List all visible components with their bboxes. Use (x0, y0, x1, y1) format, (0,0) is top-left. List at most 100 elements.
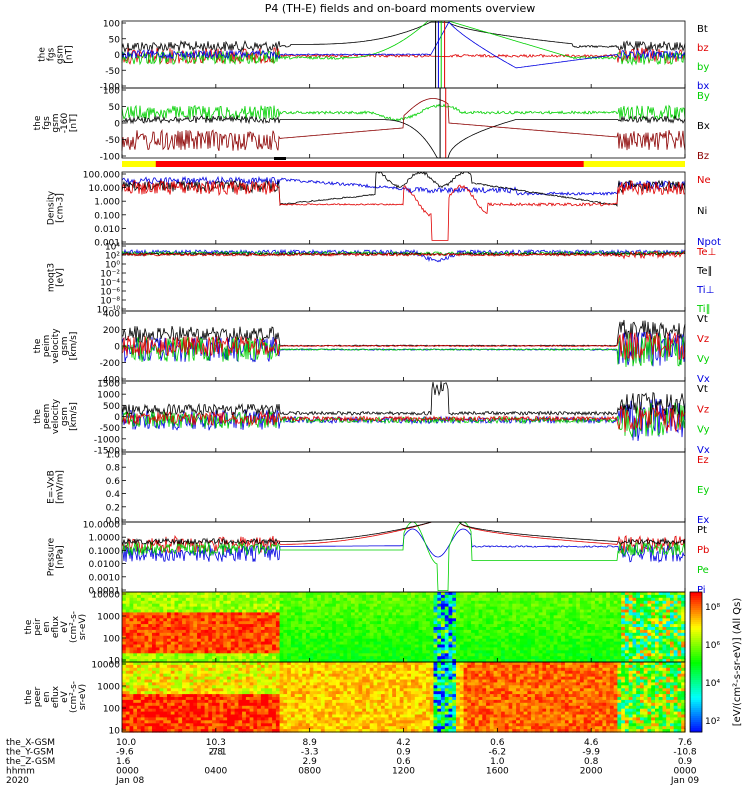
spectrogram-cell (272, 597, 277, 602)
spectrogram-cell (335, 644, 341, 648)
spectrogram-cell (219, 653, 224, 657)
spectrogram-cell (624, 659, 630, 663)
spectrogram-cell (411, 612, 416, 616)
spectrogram-cell (152, 664, 157, 669)
spectrogram-cell (426, 600, 431, 605)
spectrogram-cell (170, 714, 176, 718)
spectrogram-cell (392, 597, 397, 602)
spectrogram-cell (662, 638, 667, 643)
spectrogram-cell (583, 641, 589, 646)
spectrogram-cell (178, 659, 183, 663)
spectrogram-cell (309, 638, 315, 643)
spectrogram-cell (129, 638, 134, 643)
spectrogram-cell (557, 603, 562, 608)
spectrogram-cell (662, 659, 667, 663)
spectrogram-cell (549, 600, 555, 605)
spectrogram-cell (651, 612, 656, 616)
spectrogram-cell (456, 612, 461, 616)
spectrogram-cell (185, 662, 191, 666)
spectrogram-cell (433, 632, 438, 637)
spectrogram-cell (290, 606, 296, 611)
spectrogram-cell (197, 673, 202, 678)
spectrogram-cell (279, 729, 284, 733)
spectrogram-cell (324, 702, 330, 707)
spectrogram-cell (287, 679, 292, 683)
spectrogram-cell (399, 644, 405, 648)
spectrogram-cell (234, 621, 239, 625)
spectrogram-cell (249, 624, 254, 628)
spectrogram-cell (212, 612, 217, 616)
spectrogram-cell (351, 632, 356, 637)
spectrogram-cell (204, 702, 209, 707)
spectrogram-cell (170, 688, 176, 692)
spectrogram-cell (170, 679, 176, 683)
spectrogram-cell (223, 606, 228, 611)
spectrogram-cell (174, 717, 179, 721)
spectrogram-cell (144, 638, 149, 643)
spectrogram-cell (343, 659, 348, 663)
spectrogram-cell (268, 603, 273, 608)
spectrogram-cell (208, 624, 213, 628)
spectrogram-cell (208, 699, 213, 704)
spectrogram-cell (242, 612, 247, 616)
spectrogram-cell (621, 603, 626, 608)
spectrogram-cell (129, 659, 134, 663)
spectrogram-cell (167, 662, 172, 666)
spectrogram-cell (193, 711, 198, 716)
spectrogram-cell (227, 688, 232, 692)
spectrogram-cell (591, 627, 596, 631)
spectrogram-cell (320, 592, 326, 596)
spectrogram-cell (677, 647, 682, 651)
spectrogram-cell (546, 618, 551, 622)
spectrogram-cell (658, 656, 664, 660)
spectrogram-cell (670, 659, 675, 663)
spectrogram-cell (602, 597, 607, 602)
spectrogram-cell (564, 609, 570, 613)
spectrogram-cell (260, 711, 266, 716)
spectrogram-cell (317, 603, 322, 608)
spectrogram-cell (388, 624, 393, 628)
spectrogram-cell (204, 615, 209, 619)
spectrogram-cell (193, 624, 198, 628)
spectrogram-cell (305, 720, 311, 724)
spectrogram-cell (174, 720, 179, 724)
spectrogram-cell (422, 635, 427, 640)
spectrogram-cell (583, 644, 589, 648)
spectrogram-cell (302, 609, 307, 613)
spectrogram-cell (324, 688, 330, 692)
spectrogram-cell (212, 641, 217, 646)
spectrogram-cell (557, 615, 562, 619)
spectrogram-cell (609, 635, 615, 640)
spectrogram-cell (474, 609, 480, 613)
spectrogram-cell (178, 708, 183, 713)
spectrogram-cell (260, 635, 266, 640)
spectrogram-cell (264, 729, 269, 733)
spectrogram-cell (227, 627, 232, 631)
spectrogram-cell (523, 609, 528, 613)
spectrogram-cell (501, 653, 506, 657)
spectrogram-cell (200, 603, 206, 608)
spectrogram-cell (328, 720, 333, 724)
spectrogram-cell (174, 726, 179, 730)
spectrogram-cell (459, 650, 465, 654)
spectrogram-cell (215, 664, 221, 669)
spectrogram-cell (163, 635, 168, 640)
spectrogram-cell (673, 659, 679, 663)
spectrogram-cell (167, 673, 172, 678)
spectrogram-cell (422, 638, 427, 643)
spectrogram-cell (268, 644, 273, 648)
spectrogram-cell (253, 603, 258, 608)
spectrogram-cell (302, 702, 307, 707)
spectrogram-cell (335, 600, 341, 605)
spectrogram-cell (148, 612, 153, 616)
spectrogram-cell (230, 664, 236, 669)
spectrogram-cell (155, 688, 161, 692)
spectrogram-cell (242, 694, 247, 698)
spectrogram-cell (219, 691, 224, 695)
spectrogram-cell (538, 609, 543, 613)
spectrogram-cell (234, 612, 239, 616)
spectrogram-cell (174, 670, 179, 675)
spectrogram-cell (643, 609, 649, 613)
spectrogram-cell (332, 603, 337, 608)
spectrogram-cell (332, 624, 337, 628)
